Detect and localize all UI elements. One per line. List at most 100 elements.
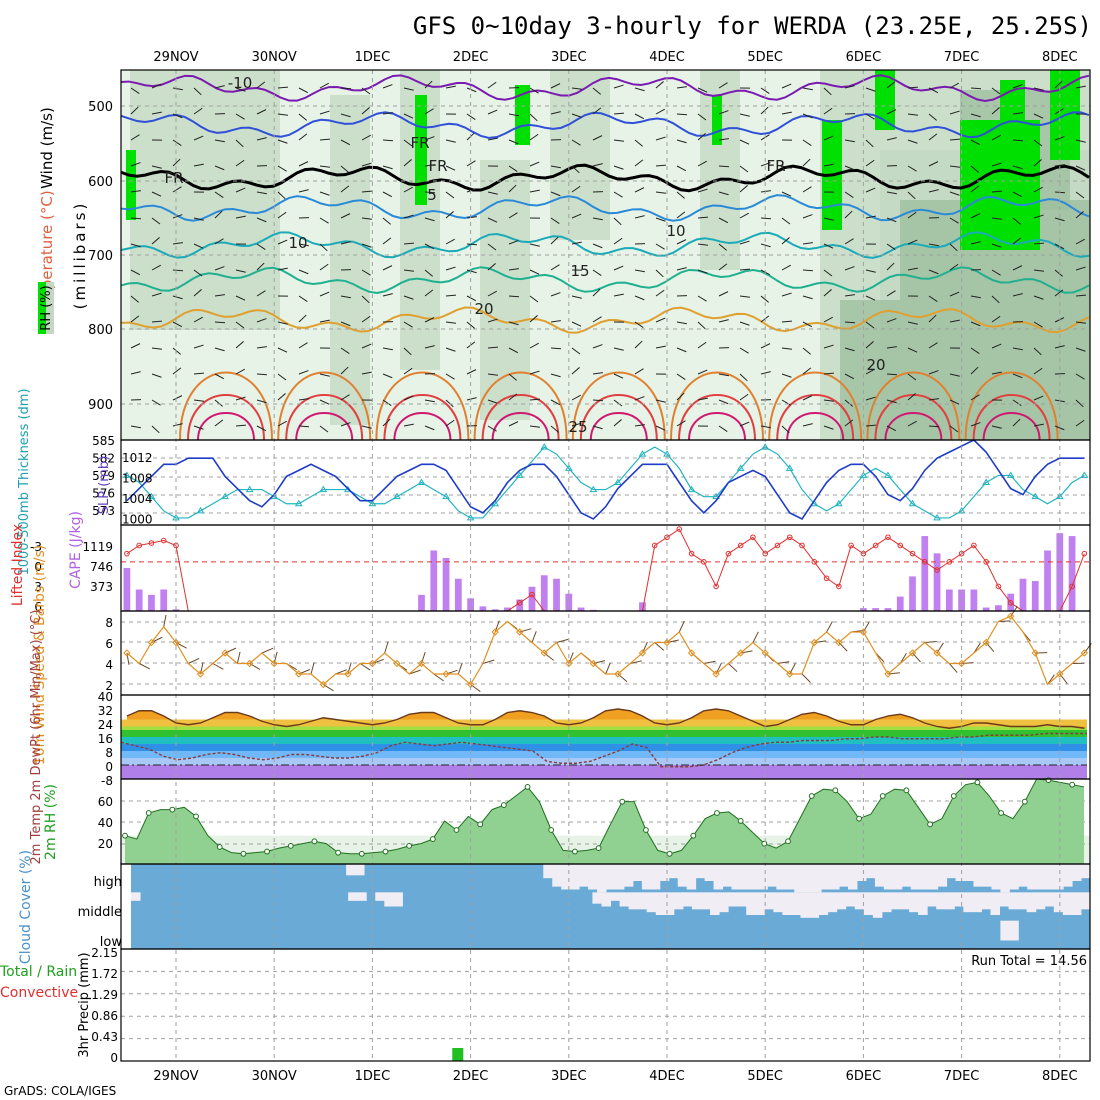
wind-barb (403, 347, 412, 356)
wind-barb (991, 190, 1003, 193)
cloud-clear-cell (794, 864, 804, 893)
rh-point (856, 815, 862, 822)
wind-barb (1012, 237, 1022, 245)
wind-barb (550, 236, 559, 245)
y-label-mb: (millibars) (71, 201, 89, 310)
li-point (688, 550, 695, 557)
wind-barb (676, 321, 687, 325)
temp-band (121, 730, 1087, 737)
wind-barb (697, 243, 708, 246)
wind-barb (277, 165, 287, 172)
wind-barb (844, 191, 854, 199)
wind-barb (298, 243, 309, 247)
cape-bar (921, 536, 929, 611)
wind-barb (844, 165, 855, 171)
li-point (676, 526, 683, 532)
wind-barb (1033, 113, 1044, 119)
wind-barb (466, 87, 477, 93)
y-label-thickness: 1000-500mb Thickness (dm) (17, 388, 32, 575)
wind-barb (718, 425, 728, 433)
wind10-point (638, 649, 647, 657)
wind-barb (1075, 238, 1085, 245)
wind-barb (445, 266, 456, 271)
wind-barb (256, 425, 267, 432)
temp-contour (120, 231, 1090, 259)
wind-barb (592, 87, 601, 95)
cloud-clear-cell (592, 892, 602, 904)
wind-barb (655, 108, 665, 115)
wind-barb (1012, 373, 1023, 379)
y-tick-cape: 746 (90, 560, 113, 574)
wind-barb (907, 139, 918, 144)
wind-barb (214, 85, 225, 89)
wind-barb (718, 165, 730, 168)
cloud-clear-cell (348, 892, 358, 901)
y-label-slp: SLP (mb) (97, 456, 112, 515)
wind-barb (928, 133, 938, 141)
rh-point (619, 798, 626, 805)
wind-barb (361, 371, 372, 375)
cape-bar (884, 608, 892, 611)
wind-barb (655, 269, 664, 278)
wind-barb (529, 87, 539, 94)
wind-barb (1033, 269, 1044, 272)
wind-barb (1075, 294, 1087, 297)
thickness-point (589, 485, 598, 493)
wind-barb (319, 138, 331, 141)
day-label-bottom: 29NOV (153, 1069, 198, 1084)
cloud-clear-cell (767, 864, 777, 887)
rh-point (287, 842, 294, 849)
wind-barb (823, 425, 834, 430)
cloud-clear-cell (827, 892, 838, 913)
wind-barb (130, 217, 142, 220)
wind-barb (739, 113, 750, 117)
cloud-clear-cell (755, 892, 765, 915)
wind-barb (382, 84, 393, 89)
wind-barb (655, 217, 666, 222)
wind10-point (221, 649, 229, 657)
wind-barb (592, 316, 602, 323)
wind-barb (991, 217, 1002, 220)
wind-barb (256, 373, 268, 376)
li-point (725, 550, 732, 557)
thickness-point (393, 492, 401, 500)
wind-barb (298, 113, 307, 121)
rh-point (429, 836, 436, 842)
rh-point (666, 850, 673, 857)
wind-barb (781, 237, 790, 245)
wind-barb (739, 421, 750, 427)
panel-bg (121, 611, 1090, 695)
wind-barb (991, 243, 1002, 248)
wind10-point (835, 638, 843, 647)
wind-barb (613, 217, 622, 226)
wind-barb (214, 321, 226, 324)
wind-barb (592, 344, 603, 349)
wind-barb (529, 243, 540, 247)
wind-barb (676, 165, 687, 172)
thickness-point (540, 443, 549, 450)
wind-barb (319, 110, 330, 115)
wind-barb (151, 264, 161, 271)
wind-barb (529, 370, 540, 375)
wind-barb (466, 188, 477, 193)
wind-barb (592, 425, 603, 430)
wind-barb (214, 191, 224, 199)
cloud-clear-cell (700, 892, 711, 910)
thickness-point (196, 506, 205, 514)
wind-barb (466, 369, 477, 375)
thickness-point (442, 492, 450, 500)
cloud-clear-cell (927, 892, 937, 907)
wind-barb (802, 321, 813, 328)
cloud-clear-cell (954, 892, 964, 907)
wind-barb (151, 320, 163, 323)
wind-barb (298, 425, 310, 428)
wind-barb (508, 113, 519, 117)
wind-barb (760, 162, 771, 167)
wind-barb (697, 369, 708, 375)
wind-barb (571, 321, 582, 327)
cloud-clear-cell (655, 892, 666, 915)
rh-saturated (875, 70, 895, 130)
wind-barb (487, 425, 497, 432)
wind-barb (1054, 425, 1065, 431)
wind-barb (508, 165, 518, 173)
